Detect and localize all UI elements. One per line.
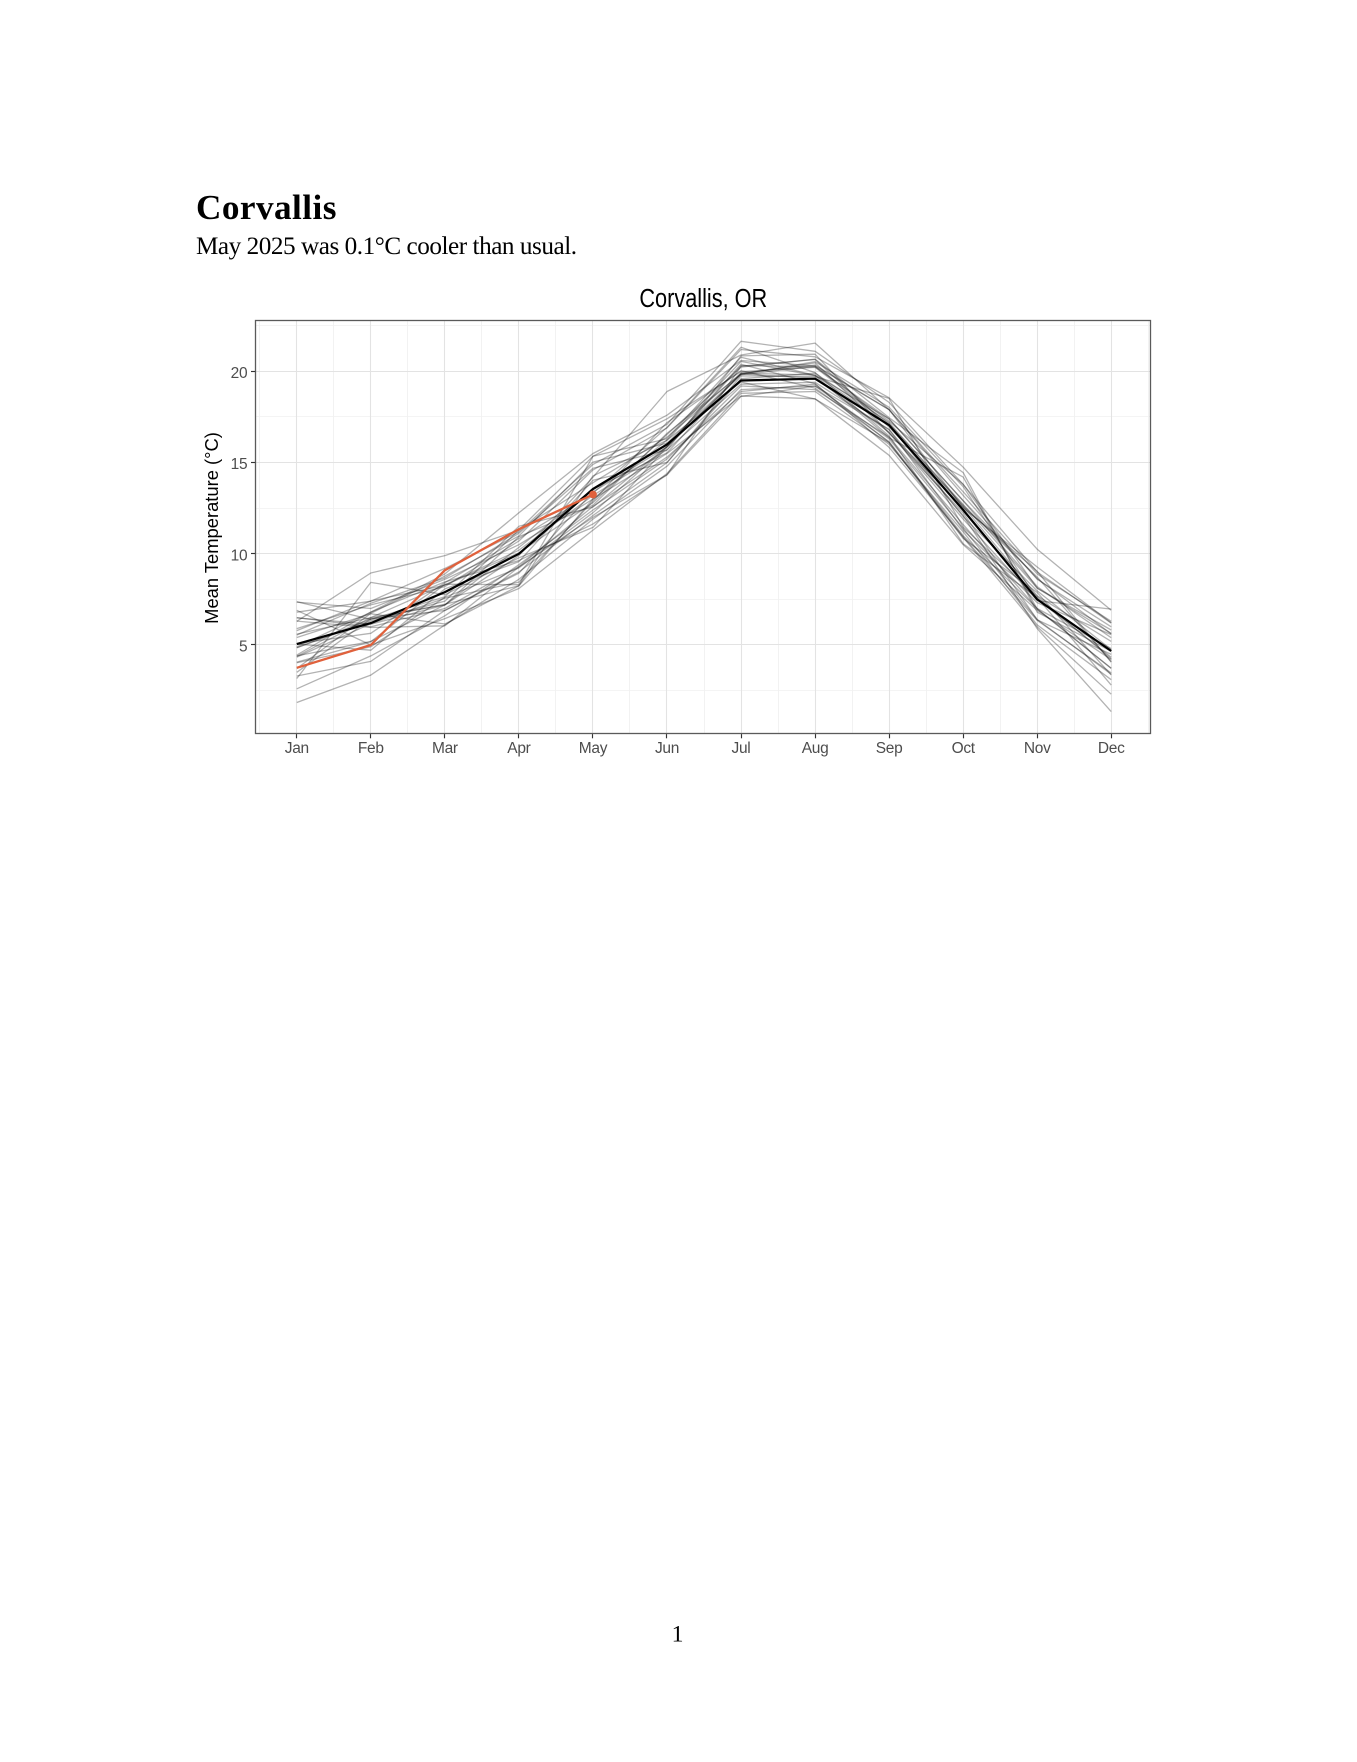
svg-text:15: 15 — [231, 456, 248, 473]
svg-text:Jun: Jun — [655, 740, 679, 757]
svg-text:May 2025 was 0.1°C cooler than: May 2025 was 0.1°C cooler than usual. — [196, 233, 577, 260]
svg-text:May: May — [579, 740, 608, 757]
svg-text:Mar: Mar — [432, 740, 458, 757]
svg-text:Sep: Sep — [876, 740, 903, 757]
svg-text:Aug: Aug — [802, 740, 829, 757]
svg-text:Jul: Jul — [732, 740, 751, 757]
svg-text:Oct: Oct — [952, 740, 976, 757]
svg-text:Corvallis, OR: Corvallis, OR — [639, 285, 767, 313]
svg-text:1: 1 — [672, 1622, 684, 1648]
svg-text:Feb: Feb — [358, 740, 384, 757]
svg-text:Apr: Apr — [507, 740, 530, 757]
svg-text:Mean Temperature (°C): Mean Temperature (°C) — [201, 432, 222, 624]
svg-text:Dec: Dec — [1098, 740, 1125, 757]
svg-text:Jan: Jan — [285, 740, 309, 757]
svg-text:Nov: Nov — [1024, 740, 1051, 757]
svg-text:20: 20 — [231, 365, 248, 382]
svg-text:Corvallis: Corvallis — [196, 188, 337, 227]
svg-text:5: 5 — [239, 639, 247, 656]
svg-text:10: 10 — [231, 547, 248, 564]
